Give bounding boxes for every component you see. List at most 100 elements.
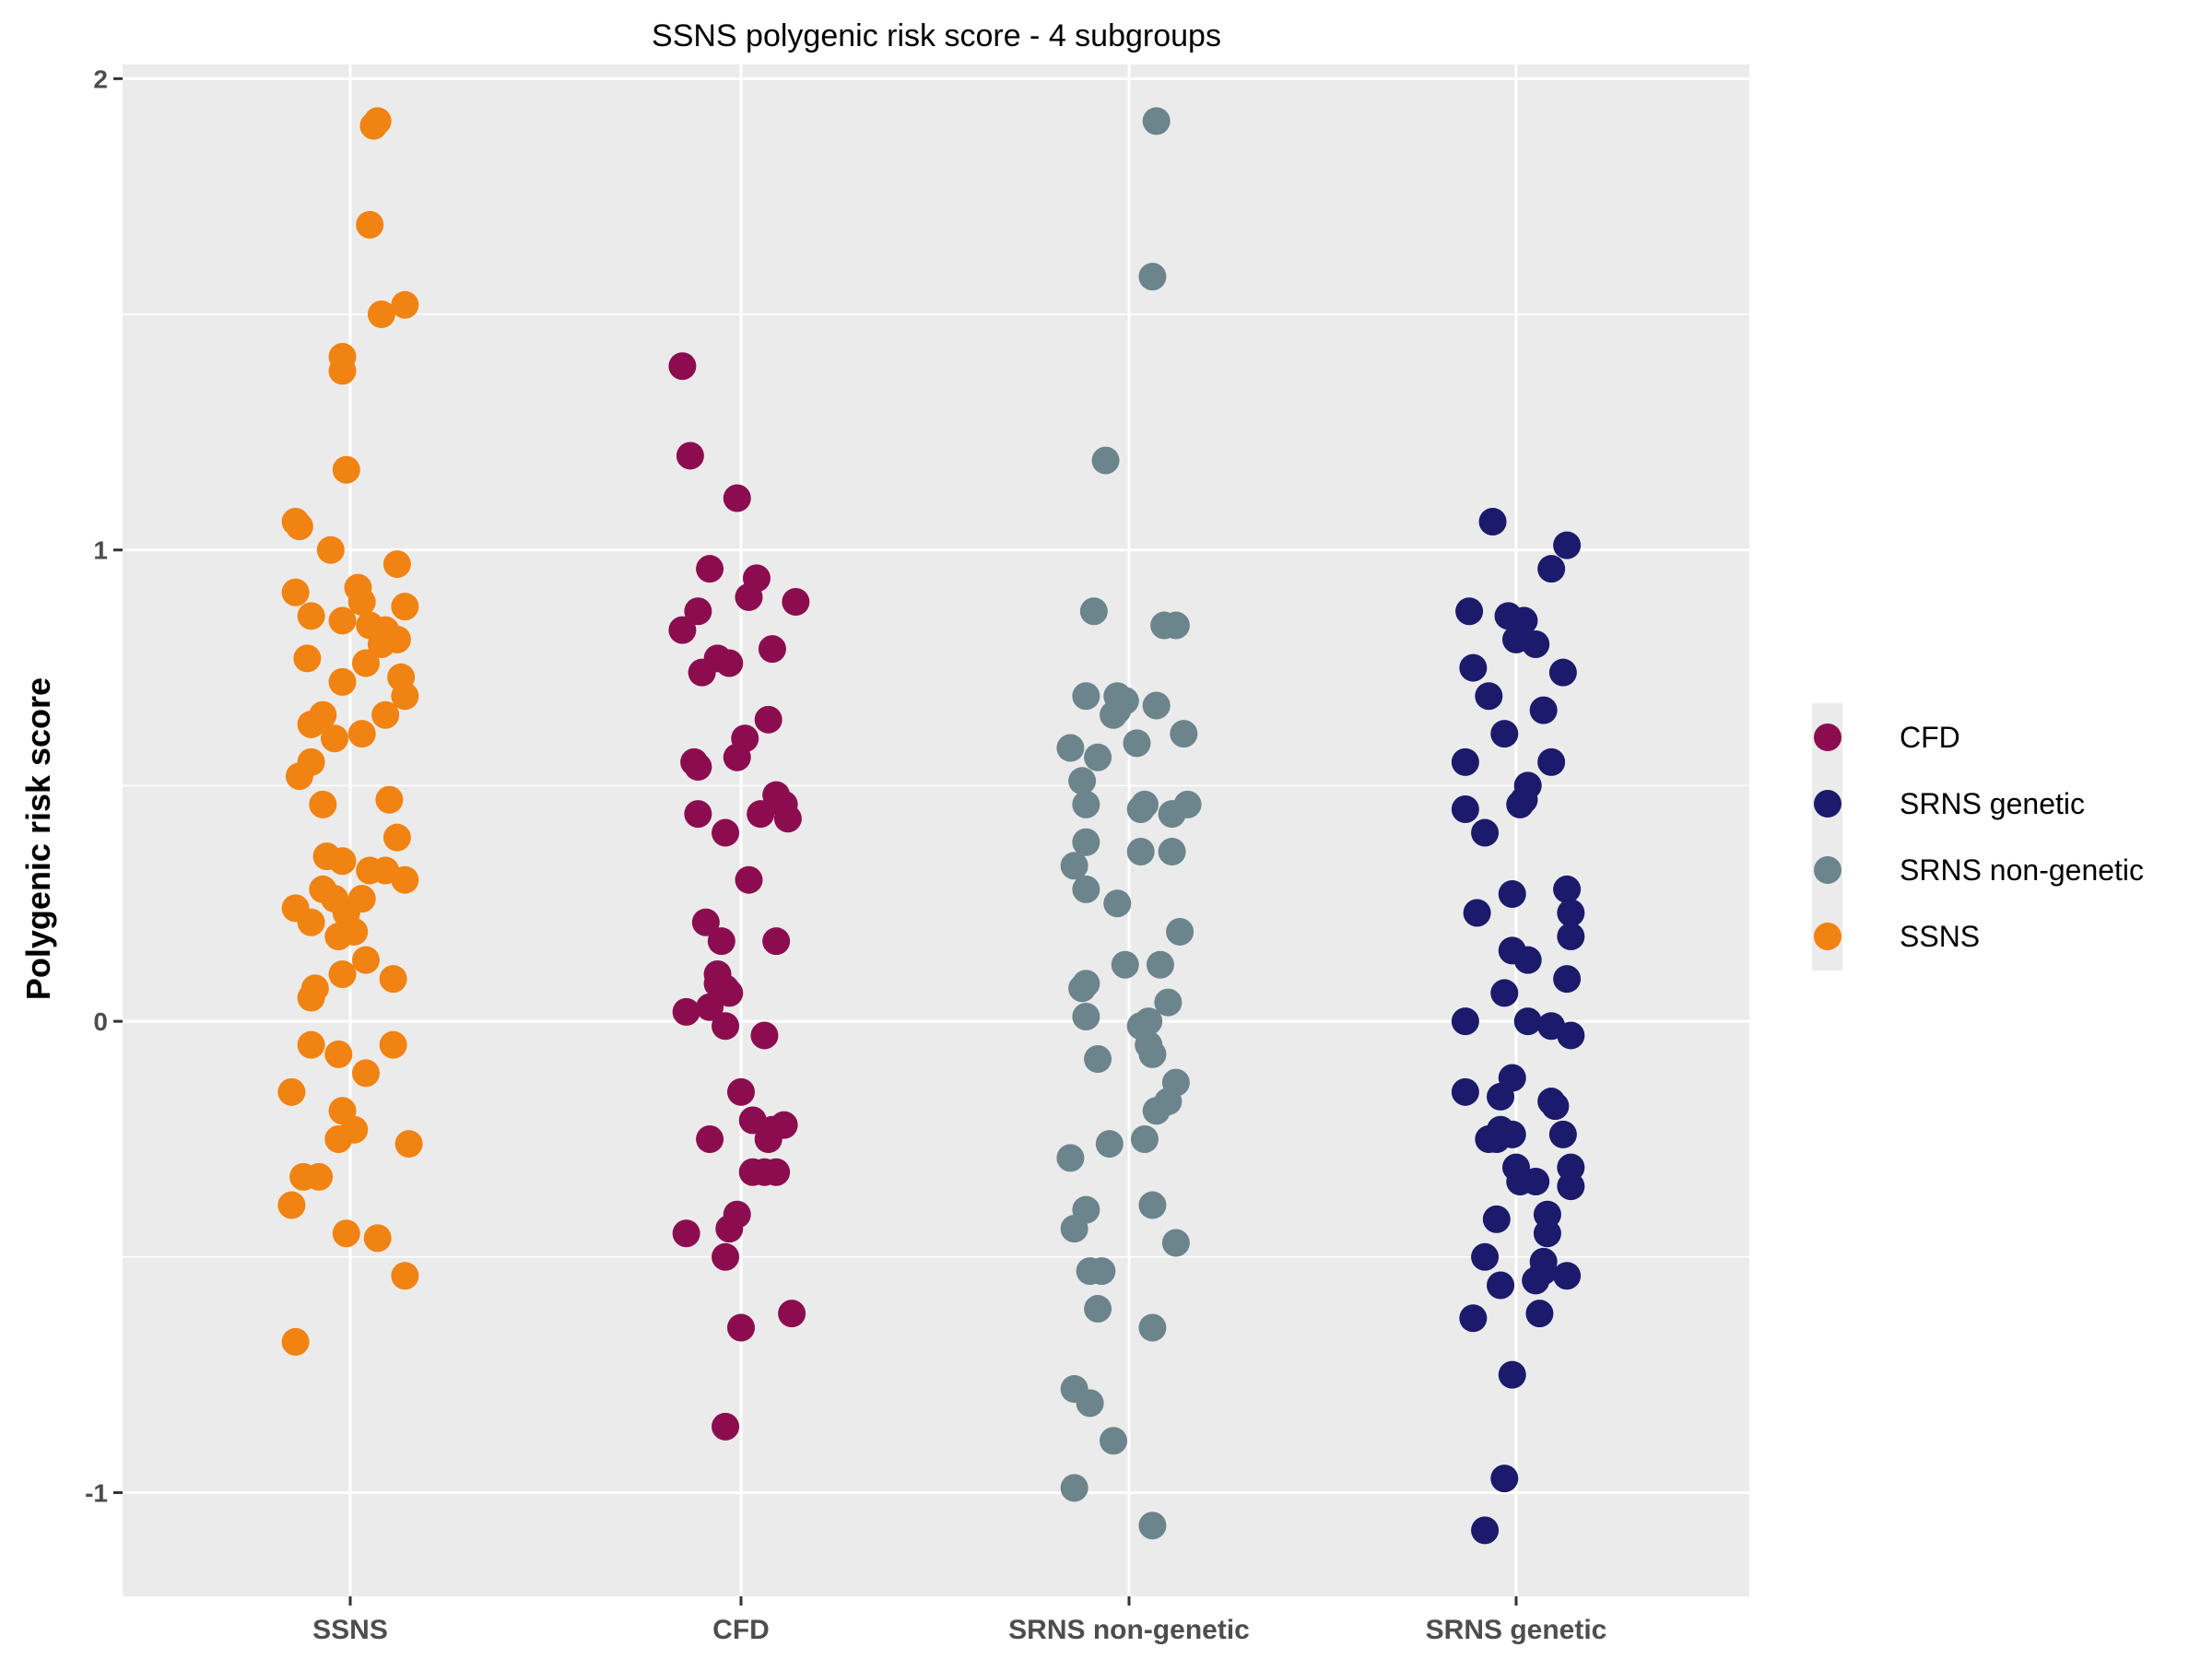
data-point [1490,720,1519,748]
data-point [367,300,395,329]
data-point [1513,946,1542,974]
legend-label: SRNS genetic [1900,787,2085,820]
data-point [1161,1229,1190,1257]
data-point [1451,1007,1479,1036]
data-point [1459,653,1488,682]
legend-label: SSNS [1900,920,1980,953]
data-point [328,357,357,385]
data-point [715,649,744,677]
data-point [1079,597,1108,626]
data-points [277,107,1585,1545]
data-point [1142,691,1171,720]
data-point [351,946,380,974]
data-point [668,616,697,644]
data-point [1451,794,1479,823]
series-srns-genetic [1451,508,1585,1545]
data-point [324,1124,353,1153]
data-point [1088,1257,1116,1286]
data-point [691,908,720,936]
data-point [1068,767,1097,795]
data-point [1084,1295,1112,1324]
legend-item: CFD [1814,721,1960,754]
data-point [332,1219,360,1248]
data-point [676,441,704,470]
data-point [668,352,697,381]
data-point [1455,597,1484,626]
data-point [1072,1002,1100,1030]
data-point [1490,1465,1519,1493]
data-point [1471,1516,1500,1545]
legend-swatch [1814,790,1841,818]
data-point [1498,1360,1526,1389]
data-point [285,512,313,541]
series-ssns [277,107,423,1356]
chart-title: SSNS polygenic risk score - 4 subgroups [652,18,1221,53]
data-point [1529,696,1558,724]
data-point [328,847,357,876]
data-point [712,818,740,847]
data-point [723,743,751,771]
data-point [1154,988,1182,1017]
data-point [1072,790,1100,818]
legend-item: SRNS non-genetic [1814,853,2144,887]
data-point [1498,1120,1526,1148]
data-point [309,790,337,818]
x-tick-label: SRNS non-genetic [1008,1615,1250,1645]
data-point [277,1077,306,1106]
data-point [379,965,407,994]
legend-label: CFD [1900,721,1960,754]
data-point [1138,1191,1167,1219]
data-point [696,993,724,1021]
data-point [1126,794,1155,823]
data-point [1490,979,1519,1007]
data-point [324,1040,353,1068]
data-point [1123,729,1151,758]
data-point [281,1327,310,1356]
data-point [1095,1130,1124,1159]
data-point [285,762,313,791]
data-point [1146,950,1174,979]
legend-swatch [1814,923,1841,950]
data-point [754,705,782,734]
y-tick-label: 1 [93,536,108,565]
data-point [1056,734,1085,762]
data-point [328,667,357,696]
axes: 2 1 0 -1 SSNS CFD SRNS non-genetic SRNS genetic [85,65,1606,1645]
data-point [727,1077,755,1106]
data-point [684,752,712,781]
data-point [1072,875,1100,903]
data-point [1537,555,1566,583]
data-point [351,649,380,677]
data-point [1537,747,1566,776]
data-point [747,800,775,829]
data-point [363,1224,392,1253]
legend-label: SRNS non-genetic [1900,853,2144,887]
data-point [351,1059,380,1088]
data-point [356,210,384,239]
data-point [1142,107,1171,135]
data-point [1056,1144,1085,1172]
y-tick-label: 0 [93,1007,108,1036]
data-point [1553,965,1582,994]
y-tick-label: 2 [93,65,108,93]
legend-item: SRNS genetic [1814,787,2085,820]
data-point [1060,1215,1088,1243]
data-point [1557,923,1585,951]
data-point [1471,818,1500,847]
data-point [297,1030,325,1059]
data-point [715,979,744,1007]
data-point [712,1242,740,1271]
data-point [375,785,404,814]
data-point [1522,630,1550,659]
data-point [1068,974,1097,1003]
data-point [727,1313,755,1342]
data-point [1072,682,1100,711]
data-point [328,606,357,635]
data-point [347,587,376,616]
data-point [1138,263,1167,291]
data-point [1541,1092,1570,1121]
data-point [715,1215,744,1243]
data-point [707,927,735,956]
data-point [277,1191,306,1219]
